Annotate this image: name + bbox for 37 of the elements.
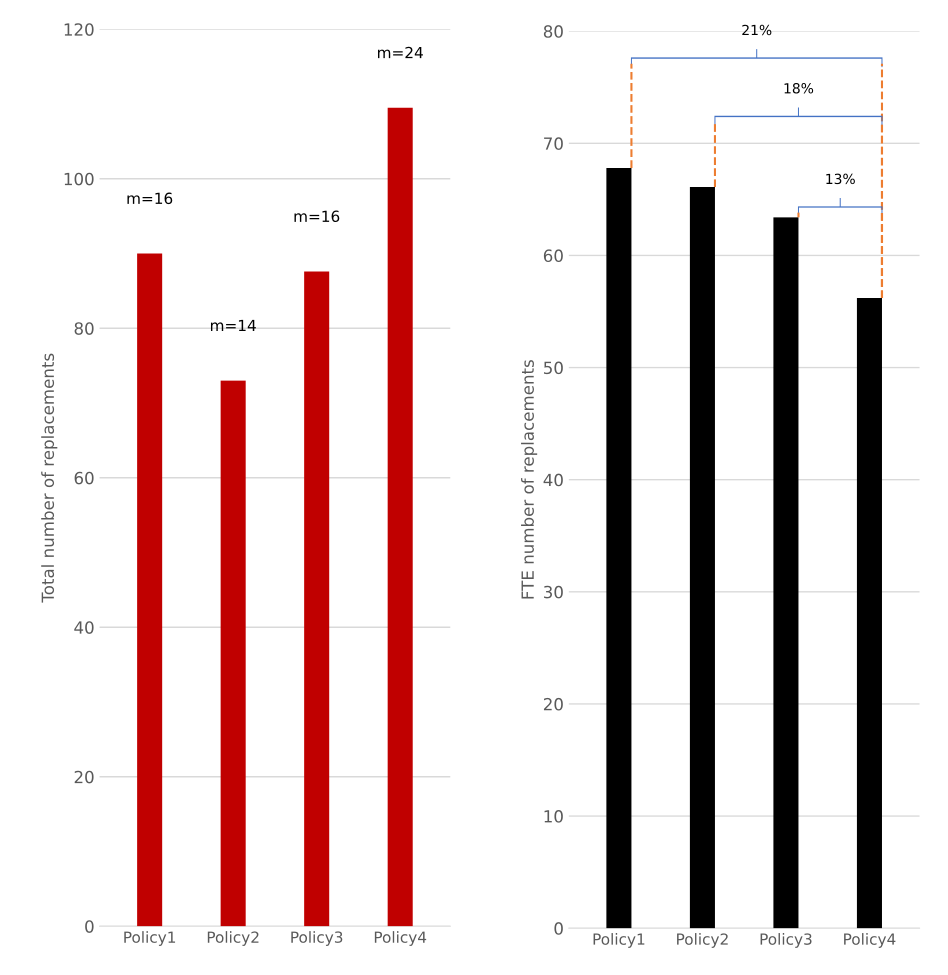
x-tick-label: Policy3 xyxy=(760,933,812,948)
bar xyxy=(304,271,330,926)
bar xyxy=(220,380,246,926)
y-tick-label: 0 xyxy=(554,922,563,935)
y-tick-label: 60 xyxy=(544,249,563,262)
annotation: 21% xyxy=(742,24,772,36)
y-tick-label: 50 xyxy=(544,362,563,374)
y-tick-label: 40 xyxy=(74,621,94,634)
bar xyxy=(137,254,162,926)
x-tick-label: Policy4 xyxy=(844,933,896,948)
annotation: m=16 xyxy=(127,192,172,204)
y-tick-label: 10 xyxy=(544,810,563,823)
y-tick-label: 20 xyxy=(544,698,563,711)
annotation: m=24 xyxy=(378,46,423,58)
y-tick-label: 20 xyxy=(74,770,94,784)
y-tick-label: 70 xyxy=(544,137,563,150)
x-tick-label: Policy4 xyxy=(374,931,426,946)
y-tick-label: 120 xyxy=(64,23,94,36)
x-tick-label: Policy1 xyxy=(594,933,644,948)
y-tick-label: 80 xyxy=(544,25,563,38)
annotation: 13% xyxy=(826,174,855,184)
x-tick-label: Policy2 xyxy=(208,931,258,946)
y-tick-label: 40 xyxy=(544,474,563,486)
y-axis-title: Total number of replacements xyxy=(41,354,58,603)
y-tick-label: 100 xyxy=(64,172,94,186)
x-tick-label: Policy1 xyxy=(124,931,176,946)
annotation: 18% xyxy=(784,83,814,94)
y-tick-label: 60 xyxy=(74,472,94,484)
bar xyxy=(388,108,413,926)
y-tick-label: 30 xyxy=(544,586,563,598)
x-tick-label: Policy2 xyxy=(677,933,728,948)
x-tick-label: Policy3 xyxy=(291,931,342,946)
y-axis-title: FTE number of replacements xyxy=(521,360,538,598)
y-tick-label: 80 xyxy=(74,322,94,335)
annotation: m=14 xyxy=(210,320,256,331)
y-tick-label: 0 xyxy=(85,920,94,933)
annotation: m=16 xyxy=(294,210,340,222)
